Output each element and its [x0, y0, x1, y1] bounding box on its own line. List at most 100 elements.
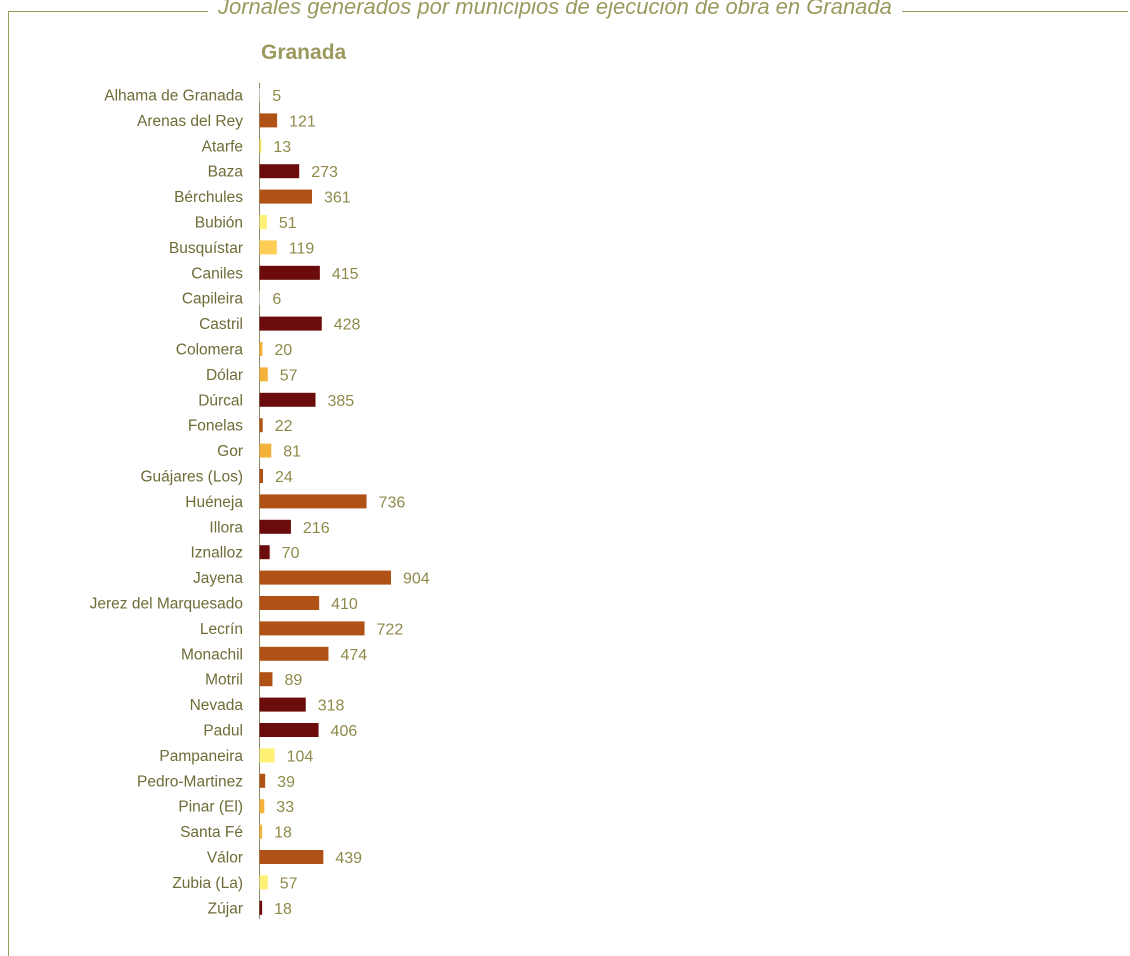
value-label: 121 — [289, 113, 316, 130]
bar — [259, 824, 263, 839]
value-label: 415 — [332, 266, 359, 283]
value-label: 5 — [272, 88, 281, 105]
category-label: Pinar (El) — [178, 799, 243, 816]
bar — [259, 519, 291, 534]
category-label: Dúrcal — [198, 392, 243, 409]
value-label: 474 — [340, 647, 367, 664]
bar — [259, 88, 261, 102]
value-label: 6 — [272, 291, 281, 308]
value-label: 318 — [318, 698, 345, 715]
category-label: Válor — [207, 850, 243, 867]
frame-left-line — [8, 11, 9, 956]
value-label: 33 — [276, 799, 294, 816]
category-label: Lecrín — [200, 621, 243, 638]
bar — [259, 418, 263, 433]
category-label: Huéneja — [185, 494, 243, 511]
bar — [259, 265, 320, 280]
bar — [259, 621, 365, 636]
category-label: Pampaneira — [159, 748, 243, 765]
value-label: 722 — [377, 621, 404, 638]
category-label: Castril — [199, 316, 243, 333]
bar — [259, 545, 270, 560]
bar — [259, 723, 319, 737]
value-label: 24 — [275, 469, 293, 486]
category-label: Zújar — [208, 900, 243, 917]
value-label: 736 — [379, 494, 406, 511]
bar — [259, 392, 316, 407]
bar — [259, 215, 267, 229]
value-label: 89 — [284, 672, 302, 689]
value-label: 410 — [331, 596, 358, 613]
bar — [259, 138, 262, 153]
category-label: Monachil — [181, 646, 243, 663]
bar — [259, 113, 278, 128]
category-label: Jerez del Marquesado — [90, 596, 243, 613]
value-label: 57 — [280, 367, 298, 384]
category-label: Zubia (La) — [172, 875, 243, 892]
bar — [259, 494, 367, 509]
bar — [259, 469, 263, 483]
category-label: Atarfe — [202, 138, 243, 155]
bar — [259, 799, 265, 814]
category-label: Guájares (Los) — [140, 469, 243, 486]
category-label: Santa Fé — [180, 824, 243, 841]
bar — [259, 443, 272, 458]
category-label: Iznalloz — [190, 545, 243, 562]
bar — [259, 240, 277, 255]
category-label: Gor — [217, 443, 243, 460]
category-label: Padul — [203, 723, 243, 740]
value-label: 13 — [273, 139, 291, 156]
category-label: Fonelas — [188, 418, 243, 435]
bar — [259, 646, 329, 661]
category-label: Capileira — [182, 291, 244, 308]
value-label: 406 — [331, 723, 358, 740]
value-label: 385 — [328, 393, 355, 410]
category-label: Busquístar — [169, 240, 243, 257]
value-label: 57 — [280, 875, 298, 892]
bar — [259, 875, 268, 890]
value-label: 904 — [403, 571, 430, 588]
bar — [259, 596, 320, 610]
category-label: Bérchules — [174, 189, 243, 206]
value-label: 119 — [289, 240, 315, 257]
bar — [259, 748, 275, 763]
value-label: 18 — [274, 901, 292, 918]
value-label: 22 — [275, 418, 293, 435]
category-label: Alhama de Granada — [104, 88, 243, 105]
bar — [259, 672, 273, 687]
value-label: 439 — [335, 850, 362, 867]
value-label: 39 — [277, 774, 295, 791]
bar — [259, 367, 268, 382]
category-label: Colomera — [176, 342, 244, 359]
bar — [259, 189, 313, 204]
header-title: Jornales generados por municipios de eje… — [208, 0, 902, 20]
bar — [259, 164, 300, 179]
value-label: 273 — [311, 164, 338, 181]
bar — [259, 900, 263, 915]
category-label: Bubión — [195, 215, 243, 232]
category-label: Pedro-Martinez — [137, 773, 243, 790]
category-label: Jayena — [193, 570, 243, 587]
bar — [259, 697, 306, 712]
value-label: 70 — [282, 545, 300, 562]
category-label: Arenas del Rey — [137, 113, 243, 130]
value-label: 81 — [283, 444, 301, 461]
value-label: 216 — [303, 520, 330, 537]
category-label: Motril — [205, 672, 243, 689]
chart-title: Granada — [261, 41, 347, 64]
category-label: Dólar — [206, 367, 243, 384]
value-label: 18 — [274, 825, 292, 842]
bar — [259, 570, 391, 585]
value-label: 104 — [287, 748, 314, 765]
value-label: 428 — [334, 317, 361, 334]
bar — [259, 850, 324, 864]
bar — [259, 342, 263, 356]
bar — [259, 316, 322, 331]
category-label: Nevada — [190, 697, 244, 714]
value-label: 20 — [274, 342, 292, 359]
bar — [259, 291, 261, 306]
value-label: 51 — [279, 215, 297, 232]
bar — [259, 773, 266, 788]
value-label: 361 — [324, 190, 351, 207]
